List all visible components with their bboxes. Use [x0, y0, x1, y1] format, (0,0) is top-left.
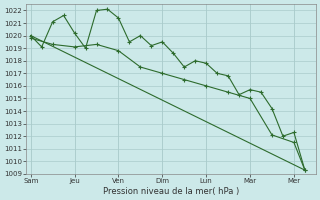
X-axis label: Pression niveau de la mer( hPa ): Pression niveau de la mer( hPa ): [103, 187, 239, 196]
